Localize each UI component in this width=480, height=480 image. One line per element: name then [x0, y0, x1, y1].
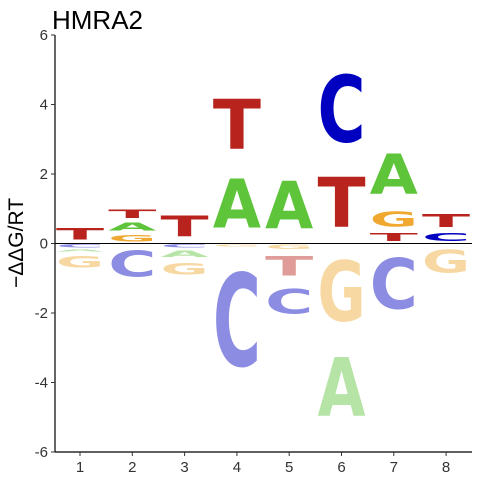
- y-tick-label: -2: [35, 305, 48, 322]
- logo-letter-A: A: [56, 249, 104, 252]
- logo-letter-G: G: [56, 253, 104, 272]
- y-tick-label: 4: [40, 97, 48, 114]
- y-axis-title: −ΔΔG/RT: [5, 198, 28, 288]
- chart-title: HMRA2: [52, 5, 143, 35]
- y-tick-label: -6: [35, 444, 48, 461]
- logo-letter-G: G: [161, 260, 209, 279]
- x-tick-label: 1: [76, 459, 84, 476]
- logo-letter-T: T: [56, 225, 104, 244]
- logo-letter-T: T: [161, 210, 210, 243]
- logo-letter-G: G: [422, 244, 470, 281]
- x-tick-label: 4: [233, 459, 241, 476]
- logo-letter-C: C: [370, 243, 418, 324]
- logo-letter-A: A: [265, 168, 314, 244]
- logo-letter-A: A: [161, 249, 210, 259]
- logo-letter-T: T: [108, 207, 157, 221]
- logo-letter-A: A: [317, 340, 366, 434]
- logo-letter-C: C: [108, 244, 156, 285]
- logo-letter-A: A: [370, 143, 419, 207]
- logo-letter-C: C: [265, 282, 313, 322]
- logo-letter-G: G: [108, 233, 156, 243]
- logo-letter-T: T: [370, 231, 419, 243]
- logo-letter-G: G: [317, 243, 365, 340]
- x-tick-label: 3: [180, 459, 188, 476]
- logo-letter-T: T: [317, 165, 365, 244]
- logo-letter-A: A: [213, 166, 261, 244]
- y-tick-label: 0: [40, 236, 48, 253]
- logo-letter-A: A: [108, 221, 157, 233]
- logo-letter-C: C: [161, 244, 209, 249]
- logo-letter-C: C: [213, 247, 261, 395]
- x-tick-label: 8: [442, 459, 450, 476]
- x-tick-label: 6: [337, 459, 345, 476]
- logo-letter-G: G: [370, 207, 418, 231]
- x-axis: 1 2 3 4 5 6 7 8: [55, 451, 472, 476]
- x-tick-label: 5: [285, 459, 293, 476]
- x-tick-label: 2: [128, 459, 136, 476]
- logo-letter-C: C: [422, 231, 470, 243]
- logo-letter-C: C: [317, 56, 365, 163]
- logo-letter-T: T: [213, 87, 261, 166]
- logo-letter-T: T: [422, 211, 470, 232]
- logo-letter-G: G: [213, 243, 261, 247]
- y-tick-label: -4: [35, 375, 48, 392]
- x-tick-label: 7: [390, 459, 398, 476]
- logo-letter-C: C: [56, 244, 104, 249]
- logo-letter-G: G: [265, 243, 313, 250]
- y-tick-label: 2: [40, 166, 48, 183]
- y-axis: -6 -4 -2 0 2 4 6: [35, 27, 56, 461]
- logo-letter-T: T: [265, 250, 314, 282]
- y-tick-label: 6: [40, 27, 48, 44]
